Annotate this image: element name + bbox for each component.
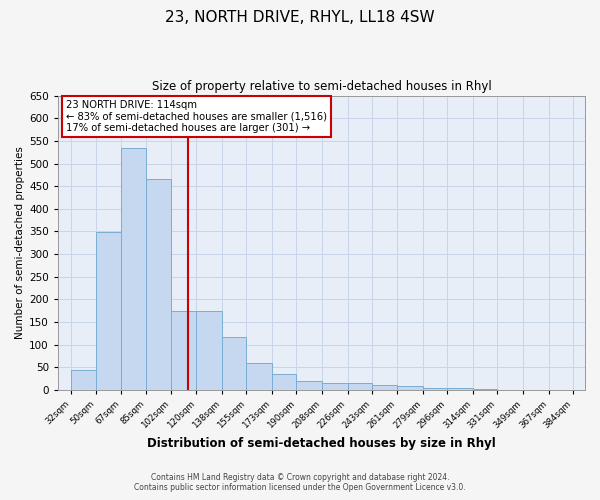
Bar: [146, 180, 170, 390]
Bar: [222, 336, 246, 390]
Bar: [397, 386, 423, 390]
Bar: [347, 383, 372, 390]
Bar: [423, 388, 448, 390]
Title: Size of property relative to semi-detached houses in Rhyl: Size of property relative to semi-detach…: [152, 80, 491, 93]
X-axis label: Distribution of semi-detached houses by size in Rhyl: Distribution of semi-detached houses by …: [147, 437, 496, 450]
Text: 23 NORTH DRIVE: 114sqm
← 83% of semi-detached houses are smaller (1,516)
17% of : 23 NORTH DRIVE: 114sqm ← 83% of semi-det…: [66, 100, 327, 133]
Bar: [272, 374, 296, 390]
Y-axis label: Number of semi-detached properties: Number of semi-detached properties: [15, 146, 25, 339]
Bar: [71, 370, 97, 390]
Bar: [196, 310, 222, 390]
Bar: [121, 148, 146, 390]
Bar: [322, 383, 347, 390]
Text: Contains HM Land Registry data © Crown copyright and database right 2024.
Contai: Contains HM Land Registry data © Crown c…: [134, 473, 466, 492]
Text: 23, NORTH DRIVE, RHYL, LL18 4SW: 23, NORTH DRIVE, RHYL, LL18 4SW: [165, 10, 435, 25]
Bar: [372, 386, 397, 390]
Bar: [473, 388, 497, 390]
Bar: [97, 232, 121, 390]
Bar: [296, 381, 322, 390]
Bar: [448, 388, 473, 390]
Bar: [170, 310, 196, 390]
Bar: [246, 363, 272, 390]
